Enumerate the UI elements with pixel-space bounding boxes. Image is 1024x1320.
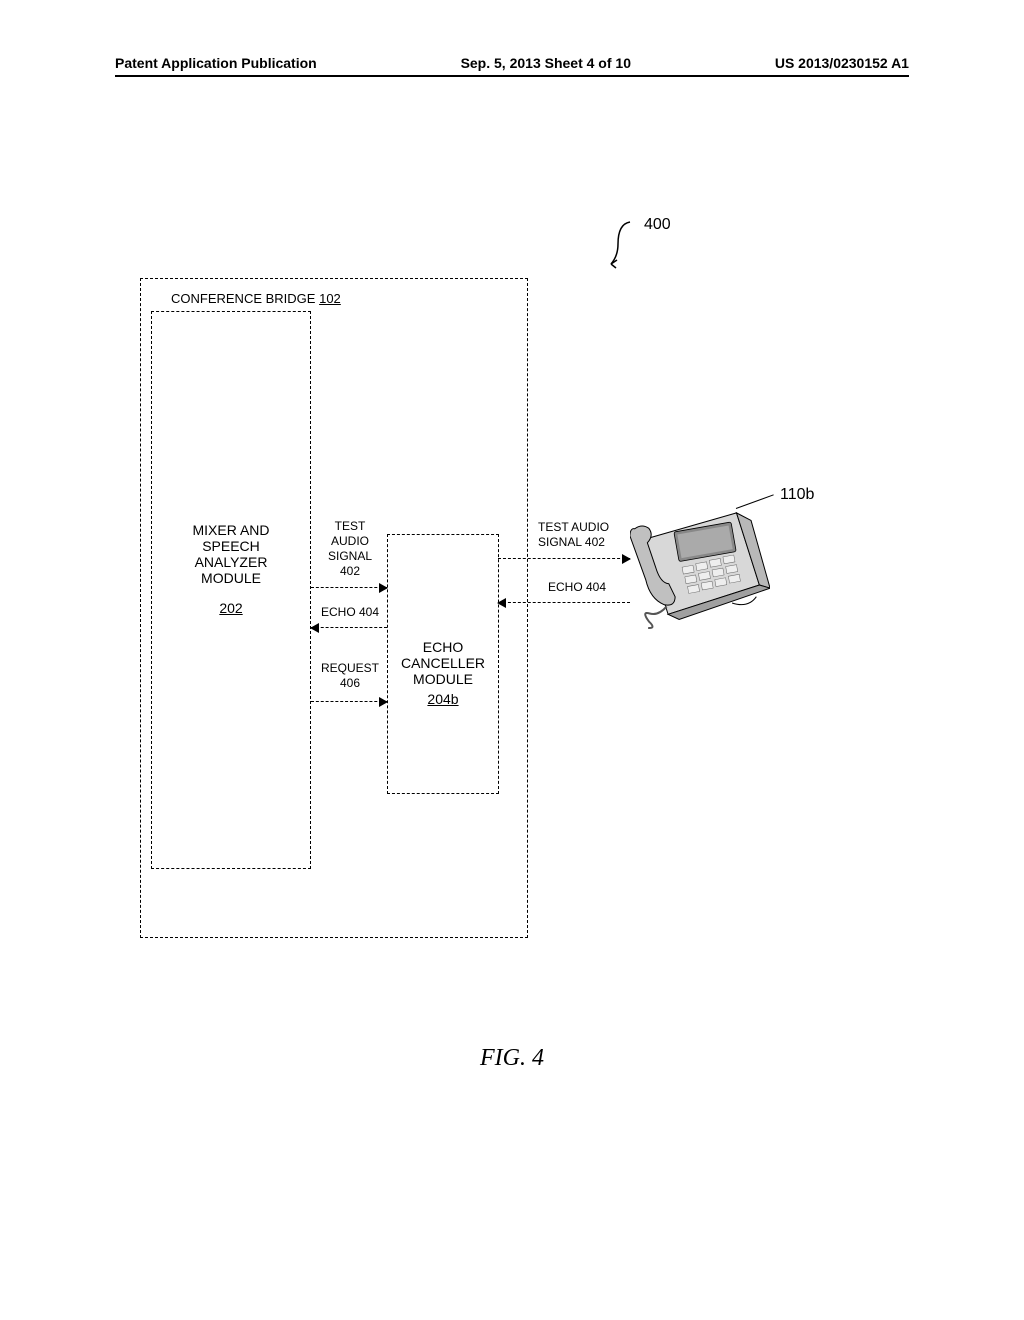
test-audio-external-label: TEST AUDIO SIGNAL 402 xyxy=(538,520,628,550)
echo-ref: 204b xyxy=(388,691,498,707)
mixer-speech-analyzer-module: MIXER AND SPEECH ANALYZER MODULE 202 xyxy=(151,311,311,869)
echo-line1: ECHO xyxy=(388,639,498,655)
arrow-test-audio-internal xyxy=(311,587,387,588)
tas-ref: 402 xyxy=(319,564,381,579)
header-pub-number: US 2013/0230152 A1 xyxy=(775,55,909,71)
mixer-line4: MODULE xyxy=(152,570,310,586)
mixer-line1: MIXER AND xyxy=(152,522,310,538)
phone-ref-label: 110b xyxy=(780,486,814,504)
echo-canceller-module: ECHO CANCELLER MODULE 204b xyxy=(387,534,499,794)
figure-caption: FIG. 4 xyxy=(0,1045,1024,1072)
patent-page: Patent Application Publication Sep. 5, 2… xyxy=(0,0,1024,1320)
conference-bridge-box: CONFERENCE BRIDGE 102 MIXER AND SPEECH A… xyxy=(140,278,528,938)
mixer-ref: 202 xyxy=(152,600,310,616)
arrow-test-audio-external xyxy=(498,558,630,559)
figure-4-diagram: 400 CONFERENCE BRIDGE 102 MIXER AND SPEE… xyxy=(140,220,860,1000)
mixer-line2: SPEECH xyxy=(152,538,310,554)
echo-line3: MODULE xyxy=(388,671,498,687)
bridge-ref: 102 xyxy=(319,291,341,306)
arrow-head-icon xyxy=(379,697,388,707)
echo-external-label: ECHO 404 xyxy=(548,580,618,595)
mixer-line3: ANALYZER xyxy=(152,554,310,570)
tas-l3: SIGNAL xyxy=(319,549,381,564)
header-publication: Patent Application Publication xyxy=(115,55,317,71)
arrow-echo-internal xyxy=(311,627,387,628)
bridge-title-text: CONFERENCE BRIDGE xyxy=(171,291,315,306)
req-ref: 406 xyxy=(317,676,383,691)
echo-line2: CANCELLER xyxy=(388,655,498,671)
request-label: REQUEST 406 xyxy=(317,661,383,691)
system-ref-bracket xyxy=(610,220,640,270)
tas-ext-l1: TEST AUDIO xyxy=(538,520,628,535)
header-date-sheet: Sep. 5, 2013 Sheet 4 of 10 xyxy=(461,55,631,71)
system-ref-label: 400 xyxy=(644,216,671,234)
tas-l2: AUDIO xyxy=(319,534,381,549)
echo-internal-label: ECHO 404 xyxy=(317,605,383,620)
arrow-head-icon xyxy=(379,583,388,593)
conference-bridge-title: CONFERENCE BRIDGE 102 xyxy=(171,291,341,306)
arrow-request xyxy=(311,701,387,702)
arrow-head-icon xyxy=(497,598,506,608)
page-header: Patent Application Publication Sep. 5, 2… xyxy=(115,55,909,77)
req-l1: REQUEST xyxy=(317,661,383,676)
arrow-echo-external xyxy=(498,602,630,603)
arrow-head-icon xyxy=(310,623,319,633)
test-audio-internal-label: TEST AUDIO SIGNAL 402 xyxy=(319,519,381,579)
tas-ext-l2: SIGNAL 402 xyxy=(538,535,628,550)
phone-icon xyxy=(630,500,770,630)
tas-l1: TEST xyxy=(319,519,381,534)
